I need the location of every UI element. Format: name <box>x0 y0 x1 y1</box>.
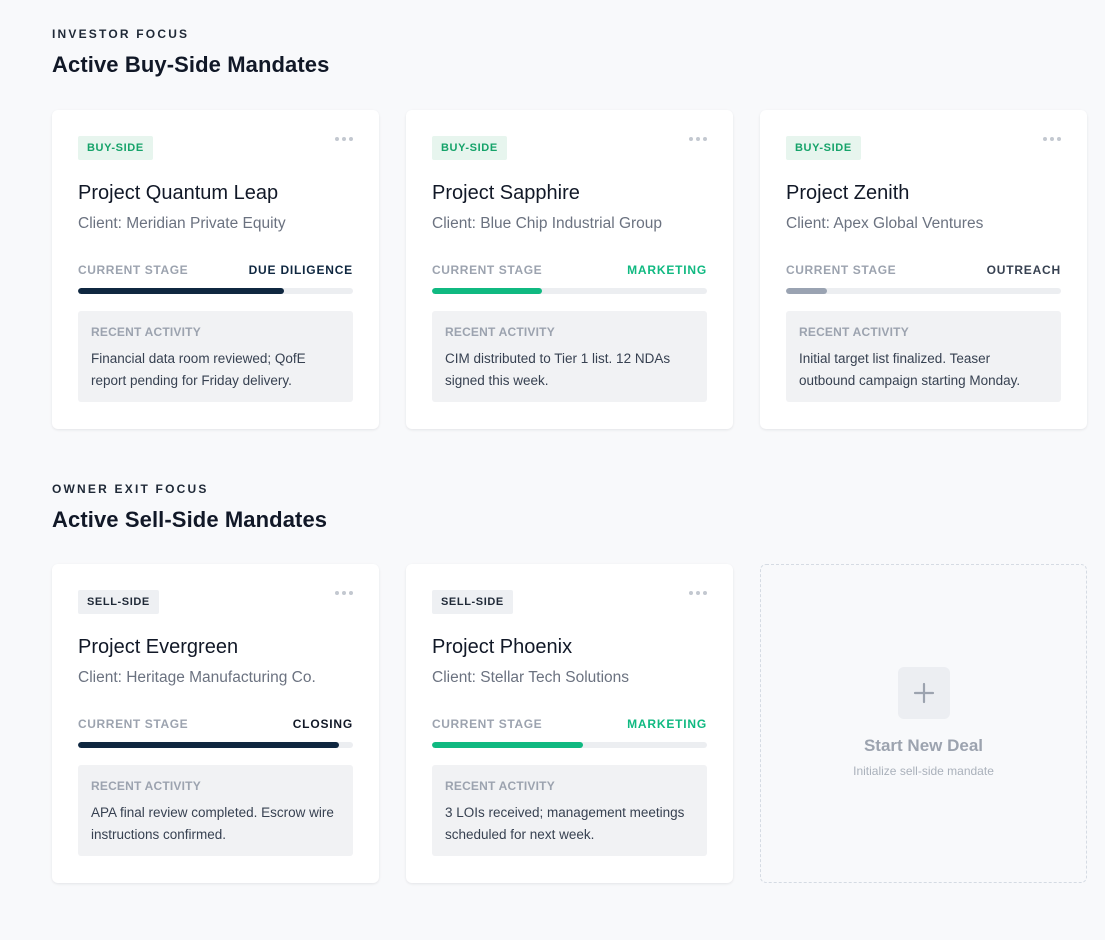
recent-activity-panel: RECENT ACTIVITY APA final review complet… <box>78 765 353 856</box>
stage-progress-bar <box>432 288 707 294</box>
project-title: Project Zenith <box>786 182 910 204</box>
activity-text: 3 LOIs received; management meetings sch… <box>445 805 685 842</box>
stage-progress-bar <box>786 288 1061 294</box>
client-name: Client: Meridian Private Equity <box>78 215 286 232</box>
client-name: Client: Apex Global Ventures <box>786 215 984 232</box>
mandate-card[interactable]: SELL-SIDE Project Phoenix Client: Stella… <box>406 564 733 883</box>
recent-activity-panel: RECENT ACTIVITY 3 LOIs received; managem… <box>432 765 707 856</box>
buy-section-eyebrow: INVESTOR FOCUS <box>52 27 190 41</box>
mandate-card[interactable]: SELL-SIDE Project Evergreen Client: Heri… <box>52 564 379 883</box>
sell-cards-row: SELL-SIDE Project Evergreen Client: Heri… <box>52 564 1087 883</box>
more-options-icon[interactable] <box>689 136 707 142</box>
stage-label: CURRENT STAGE <box>432 263 543 277</box>
stage-label: CURRENT STAGE <box>786 263 897 277</box>
stage-label: CURRENT STAGE <box>432 717 543 731</box>
stage-progress-bar <box>78 742 353 748</box>
stage-value: MARKETING <box>627 717 707 731</box>
start-new-deal-button[interactable]: Start New Deal Initialize sell-side mand… <box>760 564 1087 883</box>
activity-label: RECENT ACTIVITY <box>91 325 201 339</box>
mandate-card[interactable]: BUY-SIDE Project Sapphire Client: Blue C… <box>406 110 733 429</box>
side-badge: BUY-SIDE <box>432 136 507 160</box>
project-title: Project Evergreen <box>78 636 239 658</box>
progress-fill <box>78 742 340 748</box>
progress-fill <box>78 288 285 294</box>
client-name: Client: Heritage Manufacturing Co. <box>78 669 316 686</box>
buy-section-title: Active Buy-Side Mandates <box>52 52 330 77</box>
recent-activity-panel: RECENT ACTIVITY CIM distributed to Tier … <box>432 311 707 402</box>
side-badge: SELL-SIDE <box>78 590 159 614</box>
recent-activity-panel: RECENT ACTIVITY Financial data room revi… <box>78 311 353 402</box>
stage-progress-bar <box>432 742 707 748</box>
stage-value: MARKETING <box>627 263 707 277</box>
stage-label: CURRENT STAGE <box>78 717 189 731</box>
client-name: Client: Stellar Tech Solutions <box>432 669 630 686</box>
project-title: Project Sapphire <box>432 182 580 204</box>
activity-text: APA final review completed. Escrow wire … <box>91 805 334 842</box>
buy-cards-row: BUY-SIDE Project Quantum Leap Client: Me… <box>52 110 1087 429</box>
activity-text: Initial target list finalized. Teaser ou… <box>799 351 1021 388</box>
activity-label: RECENT ACTIVITY <box>799 325 909 339</box>
new-deal-title: Start New Deal <box>863 736 984 755</box>
more-options-icon[interactable] <box>1043 136 1061 142</box>
project-title: Project Phoenix <box>432 636 573 658</box>
more-options-icon[interactable] <box>689 590 707 596</box>
recent-activity-panel: RECENT ACTIVITY Initial target list fina… <box>786 311 1061 402</box>
side-badge: BUY-SIDE <box>786 136 861 160</box>
activity-label: RECENT ACTIVITY <box>445 779 555 793</box>
sell-section-title: Active Sell-Side Mandates <box>52 507 328 532</box>
new-deal-subtitle: Initialize sell-side mandate <box>853 764 994 778</box>
side-badge: BUY-SIDE <box>78 136 153 160</box>
plus-icon <box>898 667 950 719</box>
activity-label: RECENT ACTIVITY <box>445 325 555 339</box>
progress-fill <box>432 742 584 748</box>
mandate-card[interactable]: BUY-SIDE Project Quantum Leap Client: Me… <box>52 110 379 429</box>
side-badge: SELL-SIDE <box>432 590 513 614</box>
stage-progress-bar <box>78 288 353 294</box>
stage-label: CURRENT STAGE <box>78 263 189 277</box>
progress-fill <box>432 288 542 294</box>
activity-label: RECENT ACTIVITY <box>91 779 201 793</box>
stage-value: OUTREACH <box>986 263 1061 277</box>
activity-text: Financial data room reviewed; QofE repor… <box>91 351 306 388</box>
progress-fill <box>786 288 828 294</box>
stage-value: DUE DILIGENCE <box>248 263 353 277</box>
sell-section-eyebrow: OWNER EXIT FOCUS <box>52 482 209 496</box>
more-options-icon[interactable] <box>335 136 353 142</box>
project-title: Project Quantum Leap <box>78 182 279 204</box>
client-name: Client: Blue Chip Industrial Group <box>432 215 663 232</box>
activity-text: CIM distributed to Tier 1 list. 12 NDAs … <box>445 351 671 388</box>
more-options-icon[interactable] <box>335 590 353 596</box>
stage-value: CLOSING <box>292 717 353 731</box>
mandate-card[interactable]: BUY-SIDE Project Zenith Client: Apex Glo… <box>760 110 1087 429</box>
